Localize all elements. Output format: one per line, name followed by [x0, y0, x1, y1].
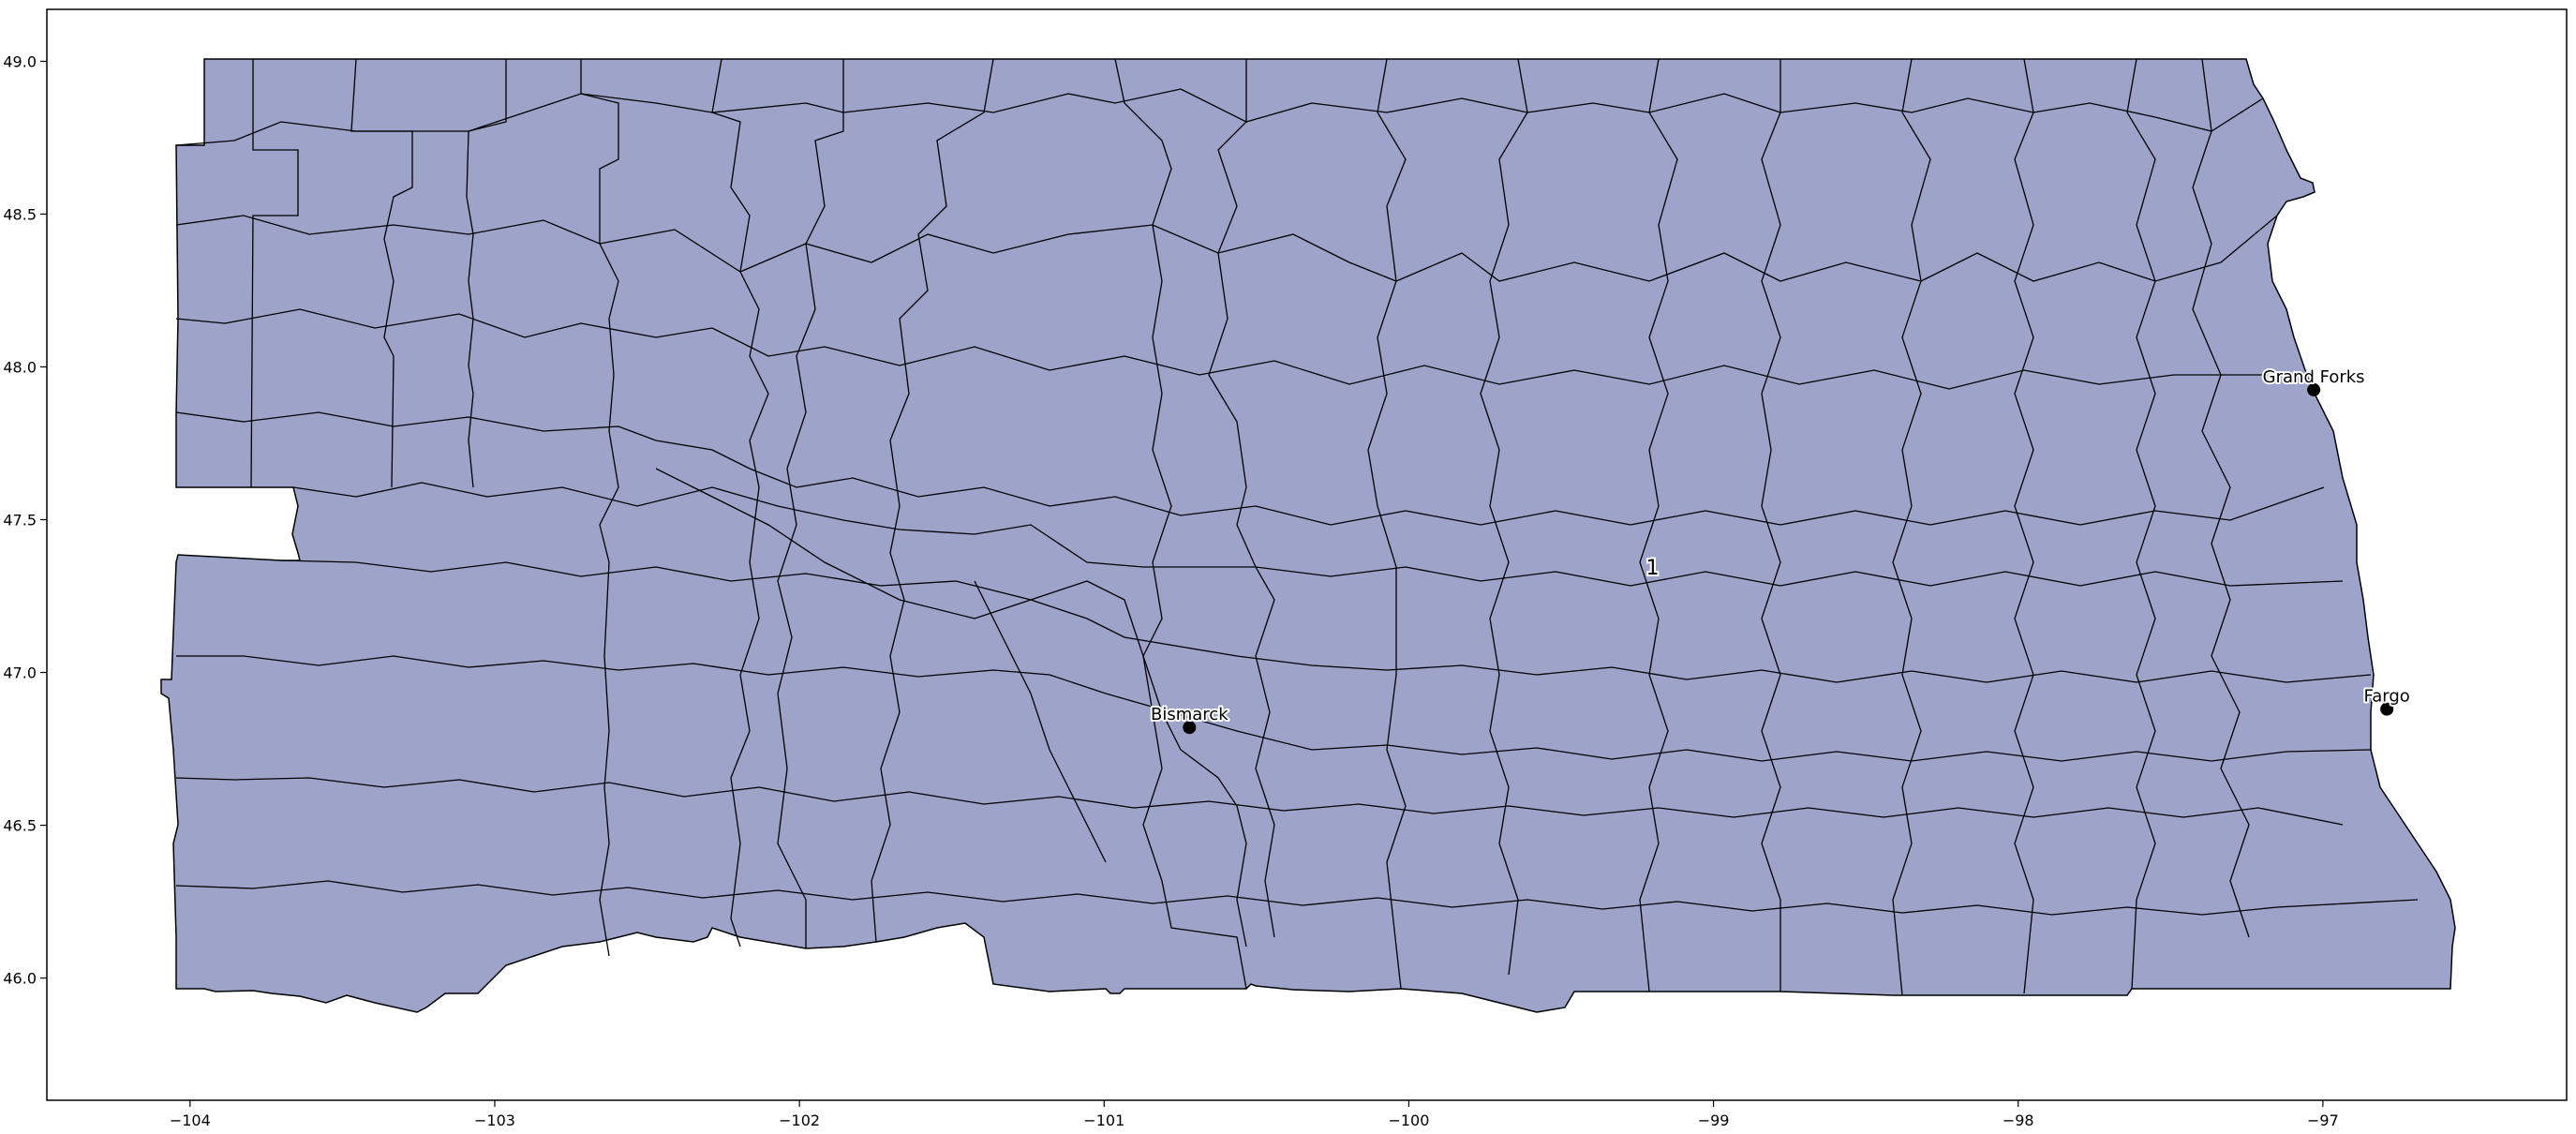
y-tick-label: 47.5 — [3, 512, 37, 530]
x-tick-label: −97 — [2307, 1112, 2339, 1129]
city-markers: Grand Forks Bismarck Fargo — [1149, 366, 2412, 735]
x-axis: −104 −103 −102 −101 −100 −99 −98 −97 — [170, 1100, 2339, 1129]
district-label: 1 — [1646, 557, 1660, 580]
y-tick-label: 46.5 — [3, 817, 37, 835]
x-tick-label: −99 — [1698, 1112, 1730, 1129]
x-tick-label: −104 — [170, 1112, 211, 1129]
city-label: Fargo — [2364, 687, 2410, 707]
y-tick-label: 48.5 — [3, 205, 37, 223]
y-tick-label: 47.0 — [3, 664, 37, 682]
city-marker — [1183, 721, 1197, 735]
x-tick-label: −102 — [779, 1112, 820, 1129]
state-polygon — [160, 58, 2456, 1013]
city-label: Bismarck — [1151, 705, 1228, 724]
state-shape — [160, 58, 2456, 1013]
x-tick-label: −103 — [474, 1112, 515, 1129]
y-tick-label: 48.0 — [3, 358, 37, 376]
city-marker — [2380, 702, 2394, 716]
x-tick-label: −98 — [2003, 1112, 2034, 1129]
y-axis: 46.0 46.5 47.0 47.5 48.0 48.5 49.0 — [3, 52, 47, 988]
x-tick-label: −100 — [1388, 1112, 1429, 1129]
y-tick-label: 46.0 — [3, 970, 37, 988]
x-tick-label: −101 — [1083, 1112, 1124, 1129]
city-marker — [2307, 382, 2321, 396]
city-label: Grand Forks — [2263, 367, 2365, 387]
district-boundaries — [175, 58, 2419, 996]
y-tick-label: 49.0 — [3, 52, 37, 70]
